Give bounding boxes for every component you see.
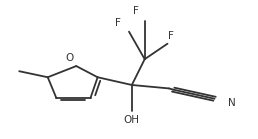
- Text: N: N: [228, 98, 236, 108]
- Text: OH: OH: [124, 115, 140, 125]
- Text: O: O: [65, 53, 73, 63]
- Text: F: F: [168, 31, 174, 41]
- Text: F: F: [115, 18, 121, 28]
- Text: F: F: [133, 6, 139, 16]
